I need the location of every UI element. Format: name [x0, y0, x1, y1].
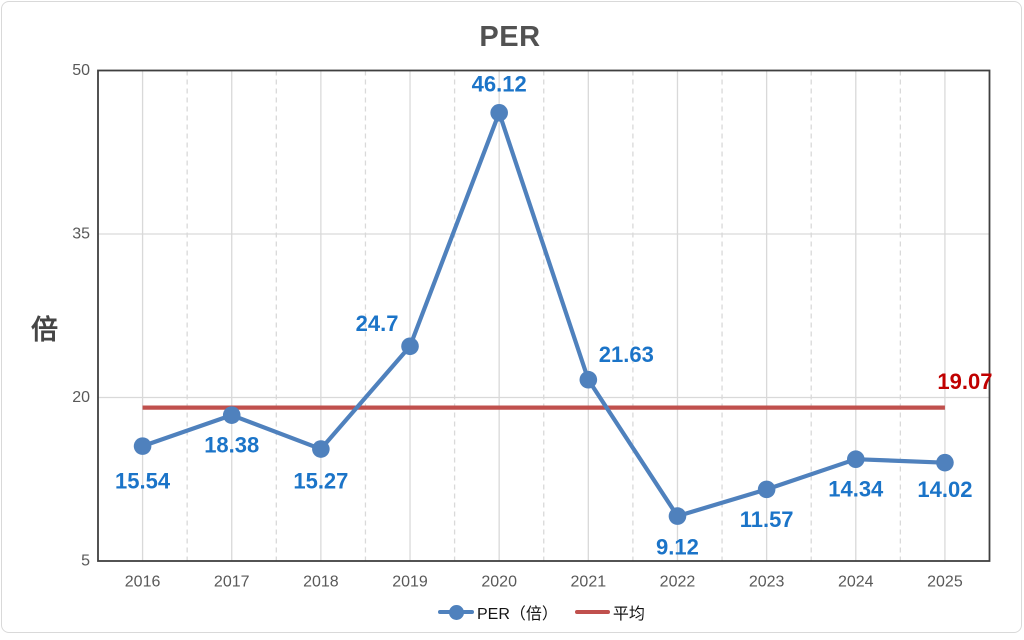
x-tick-label: 2018	[303, 574, 339, 591]
data-label: 18.38	[204, 433, 259, 458]
x-tick-label: 2016	[125, 574, 161, 591]
per-series-swatch-marker	[448, 604, 464, 620]
data-point-marker	[579, 370, 598, 389]
legend: PER（倍） 平均	[438, 600, 645, 624]
y-tick-label: 20	[72, 389, 90, 406]
data-point-marker	[222, 406, 241, 424]
x-tick-label: 2021	[571, 574, 607, 591]
x-tick-label: 2022	[660, 574, 696, 591]
data-label: 15.27	[293, 469, 348, 494]
data-label: 14.34	[828, 477, 884, 502]
legend-label-per: PER（倍）	[477, 606, 558, 623]
legend-label-average: 平均	[612, 606, 645, 623]
data-point-marker	[936, 453, 954, 472]
data-label: 9.12	[656, 535, 699, 560]
data-point-marker	[312, 440, 330, 458]
data-point-marker	[668, 507, 687, 525]
data-label: 46.12	[472, 71, 527, 96]
legend-item-average: 平均	[574, 600, 645, 624]
legend-item-per: PER（倍）	[438, 600, 558, 624]
x-tick-label: 2024	[838, 574, 874, 591]
plot-border	[97, 69, 991, 562]
average-value-label: 19.07	[937, 369, 992, 394]
per-series-line	[140, 110, 948, 519]
data-label: 15.54	[115, 469, 171, 494]
data-label: 24.7	[356, 311, 399, 336]
x-tick-label: 2017	[214, 574, 250, 591]
per-series-swatch-line	[438, 604, 474, 620]
data-point-marker	[490, 103, 508, 122]
data-label: 21.63	[599, 342, 654, 367]
y-tick-label: 5	[81, 553, 90, 570]
y-axis-title: 倍	[31, 315, 58, 345]
chart-title: PER	[479, 21, 541, 53]
data-point-marker	[401, 337, 419, 356]
x-tick-label: 2019	[392, 574, 428, 591]
data-label: 14.02	[917, 477, 972, 502]
x-tick-label: 2023	[749, 574, 785, 591]
y-tick-label: 50	[72, 62, 90, 79]
data-point-marker	[846, 450, 865, 468]
data-label: 11.57	[740, 507, 794, 532]
data-point-marker	[133, 437, 152, 455]
y-tick-label: 35	[72, 226, 90, 243]
average-swatch-line	[574, 610, 610, 614]
x-tick-label: 2025	[927, 574, 963, 591]
x-tick-label: 2020	[481, 574, 517, 591]
data-point-marker	[757, 480, 776, 499]
